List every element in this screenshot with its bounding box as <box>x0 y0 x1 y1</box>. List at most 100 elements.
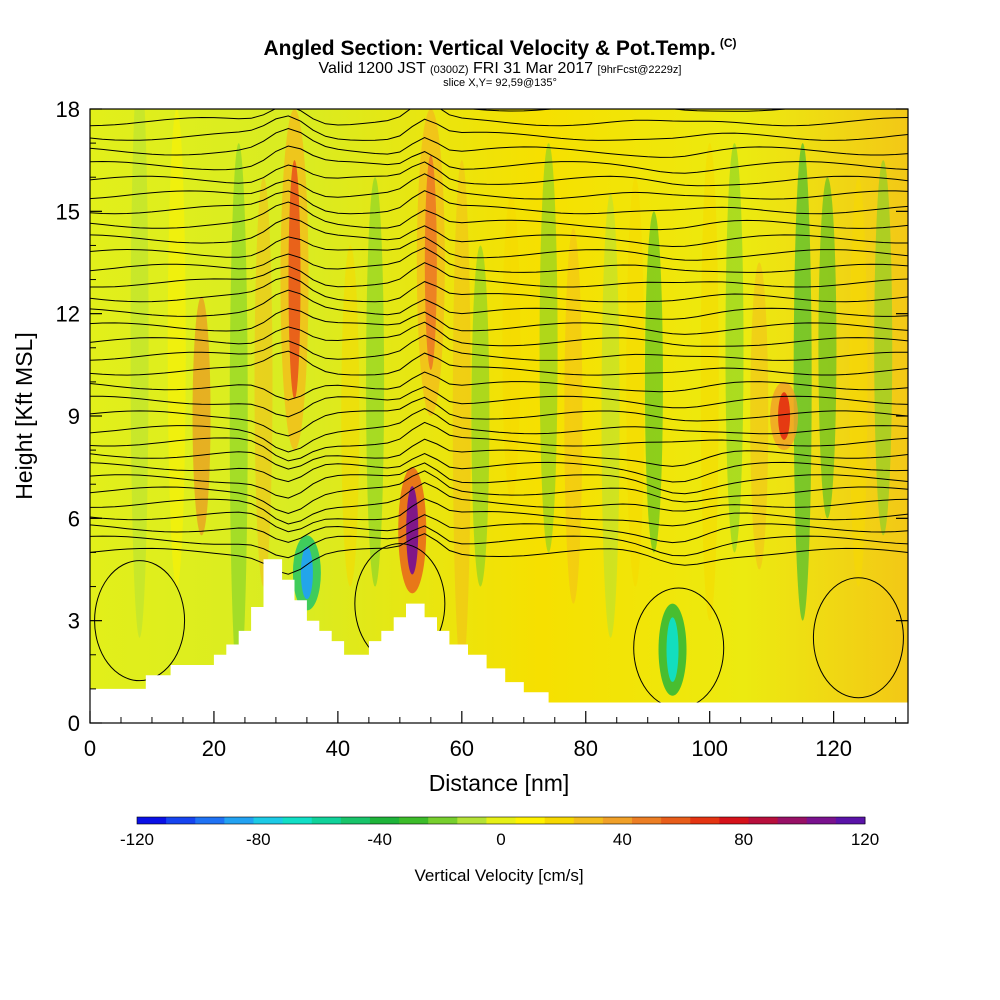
velocity-streak <box>130 109 149 638</box>
velocity-streak <box>254 177 273 587</box>
isentrope-line <box>90 396 908 437</box>
isentrope-line <box>90 236 908 261</box>
velocity-streak <box>341 245 360 587</box>
isentrope-line <box>90 438 908 470</box>
colorbar-tick-label: -40 <box>367 830 392 849</box>
velocity-streak <box>849 177 868 587</box>
velocity-streak <box>229 143 248 689</box>
colorbar-swatch <box>835 817 866 824</box>
isentrope-line <box>90 408 908 453</box>
colorbar-tick-label: -80 <box>246 830 271 849</box>
colorbar-frame <box>136 816 866 825</box>
velocity-feature-core <box>666 617 679 682</box>
colorbar-tick-label: 80 <box>734 830 753 849</box>
velocity-streak <box>644 211 663 553</box>
isentrope-line <box>90 525 908 559</box>
velocity-streak <box>539 143 558 553</box>
velocity-feature-core <box>406 486 419 575</box>
colorbar-swatch <box>719 817 750 824</box>
colorbar-swatch <box>632 817 662 824</box>
valid-date: FRI 31 Mar 2017 <box>473 60 594 77</box>
isentrope-line <box>90 127 908 158</box>
x-axis: 0 20 40 60 80 100 120 <box>84 711 897 761</box>
isentrope-line <box>90 533 908 575</box>
colorbar-swatch <box>137 817 167 824</box>
isentrope-line <box>90 334 908 361</box>
velocity-streak <box>167 109 186 587</box>
title-tag: (C) <box>719 36 737 50</box>
colorbar: -120 -80 -40 0 40 80 120 <box>120 816 879 849</box>
velocity-streak <box>564 228 583 604</box>
plot-area <box>90 109 908 723</box>
colorbar-swatch <box>602 817 633 824</box>
colorbar-tick-label: 0 <box>496 830 505 849</box>
colorbar-tick-label: -120 <box>120 830 154 849</box>
y-tick-label: 15 <box>56 199 80 224</box>
isentrope-line <box>90 498 908 533</box>
velocity-feature-core <box>778 392 791 440</box>
isentrope-line <box>237 109 790 112</box>
x-tick-label: 0 <box>84 736 96 761</box>
x-tick-label: 60 <box>450 736 474 761</box>
velocity-feature-core <box>300 546 313 600</box>
colorbar-swatch <box>544 817 575 824</box>
isentrope-line <box>90 173 908 200</box>
x-axis-label: Distance [nm] <box>429 770 570 796</box>
colorbar-swatch <box>806 817 837 824</box>
x-tick-label: 100 <box>691 736 728 761</box>
velocity-streak <box>601 194 620 638</box>
isentrope-line <box>90 371 908 401</box>
colorbar-swatch <box>166 817 196 824</box>
velocity-streak <box>700 143 719 621</box>
isentrope-line <box>90 145 908 174</box>
isentrope-line <box>90 421 908 462</box>
colorbar-swatch <box>748 817 779 824</box>
isentrope-line <box>90 161 908 187</box>
valid-time: Valid 1200 JST <box>318 60 426 77</box>
colorbar-swatch <box>661 817 691 824</box>
y-tick-label: 18 <box>56 97 80 122</box>
isentrope-line <box>90 289 908 320</box>
colorbar-swatch <box>195 817 225 824</box>
isentrope-line <box>90 109 908 127</box>
y-tick-label: 3 <box>68 609 80 634</box>
isentrope-line <box>90 262 908 288</box>
isentrope-closed-contour <box>812 577 904 699</box>
colorbar-swatch <box>777 817 808 824</box>
colorbar-swatch <box>399 817 429 824</box>
velocity-feature-core <box>424 155 437 370</box>
colorbar-swatch <box>457 817 487 824</box>
colorbar-tick-label: 120 <box>851 830 879 849</box>
isentrope-line <box>90 275 908 303</box>
colorbar-swatch <box>369 817 400 824</box>
velocity-streak <box>818 177 837 519</box>
isentrope-line <box>90 247 908 273</box>
colorbar-label: Vertical Velocity [cm/s] <box>414 866 583 885</box>
colorbar-swatch <box>253 817 284 824</box>
isentrope-line <box>90 217 908 248</box>
velocity-streak <box>366 177 385 587</box>
terrain <box>90 559 908 723</box>
colorbar-swatch <box>282 817 313 824</box>
colorbar-swatch <box>690 817 720 824</box>
y-tick-label: 9 <box>68 404 80 429</box>
isentrope-line <box>90 386 908 418</box>
y-tick-label: 12 <box>56 302 80 327</box>
colorbar-swatch <box>515 817 546 824</box>
x-tick-label: 120 <box>815 736 852 761</box>
valid-zulu: (0300Z) <box>430 64 469 76</box>
y-tick-label: 6 <box>68 506 80 531</box>
terrain-profile <box>90 559 908 723</box>
y-axis-label: Height [Kft MSL] <box>11 332 37 499</box>
colorbar-swatch <box>486 817 517 824</box>
isentrope-line <box>90 190 908 215</box>
colorbar-swatch <box>428 817 458 824</box>
velocity-streak <box>725 143 744 553</box>
isentrope-line <box>90 452 908 483</box>
x-tick-label: 80 <box>574 736 598 761</box>
x-tick-label: 20 <box>202 736 226 761</box>
colorbar-tick-label: 40 <box>613 830 632 849</box>
velocity-streak <box>626 177 645 587</box>
isentrope-line <box>90 321 908 347</box>
